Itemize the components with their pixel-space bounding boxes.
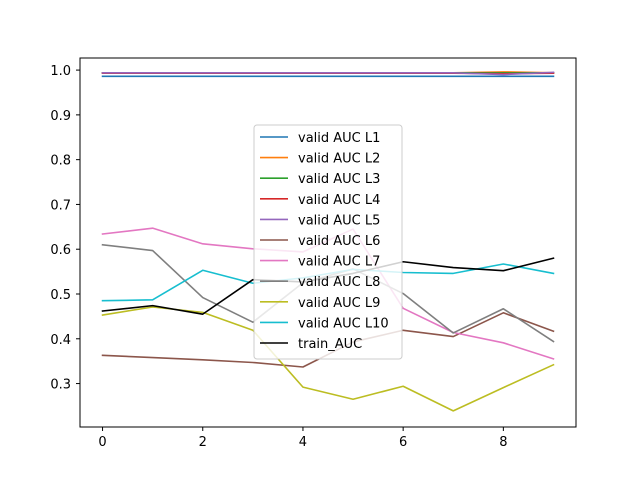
legend-label-6: valid AUC L6 xyxy=(298,234,380,249)
legend-label-7: valid AUC L7 xyxy=(298,255,380,270)
y-tick-label: 1.0 xyxy=(50,64,71,79)
legend-label-3: valid AUC L3 xyxy=(298,172,380,187)
legend-label-9: valid AUC L9 xyxy=(298,296,380,311)
y-tick-label: 0.4 xyxy=(50,333,71,348)
x-axis: 0 2 4 6 8 xyxy=(98,427,507,450)
legend-label-10: valid AUC L10 xyxy=(298,316,389,331)
y-axis: 0.3 0.4 0.5 0.6 0.7 0.8 0.9 1.0 xyxy=(50,64,80,393)
x-tick-label: 4 xyxy=(299,435,307,450)
y-tick-label: 0.5 xyxy=(50,288,71,303)
y-tick-label: 0.8 xyxy=(50,154,71,169)
legend-label-1: valid AUC L1 xyxy=(298,131,380,146)
legend-box xyxy=(253,124,403,360)
plot-frame xyxy=(79,57,577,428)
y-tick-label: 0.3 xyxy=(50,378,71,393)
legend-label-5: valid AUC L5 xyxy=(298,213,380,228)
legend-label-4: valid AUC L4 xyxy=(298,193,380,208)
y-tick-label: 0.7 xyxy=(50,198,71,213)
x-tick-label: 8 xyxy=(499,435,507,450)
legend: valid AUC L1 valid AUC L2 valid AUC L3 vali… xyxy=(253,124,403,360)
legend-label-2: valid AUC L2 xyxy=(298,152,380,167)
y-tick-label: 0.9 xyxy=(50,109,71,124)
y-tick-label: 0.6 xyxy=(50,243,71,258)
x-tick-label: 0 xyxy=(98,435,106,450)
x-tick-label: 2 xyxy=(199,435,207,450)
x-tick-label: 6 xyxy=(399,435,407,450)
legend-label-11: train_AUC xyxy=(298,337,362,352)
legend-label-8: valid AUC L8 xyxy=(298,275,380,290)
series-line-5 xyxy=(101,71,555,76)
